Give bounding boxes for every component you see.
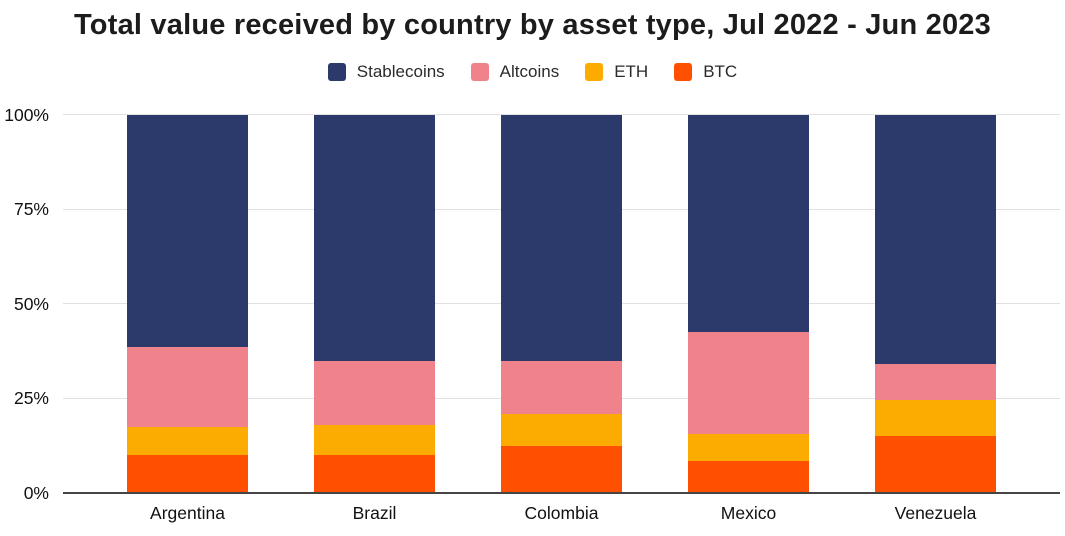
bar-segment-brazil-eth xyxy=(314,424,435,456)
bar-segment-mexico-btc xyxy=(688,460,809,493)
stacked-bar-mexico xyxy=(688,115,809,493)
bar-segment-brazil-stablecoins xyxy=(314,115,435,361)
bar-group-row xyxy=(94,115,1029,493)
legend-swatch-altcoins xyxy=(470,63,489,81)
stacked-bar-colombia xyxy=(501,115,622,493)
bar-segment-mexico-stablecoins xyxy=(688,115,809,333)
x-axis-label-colombia: Colombia xyxy=(524,503,599,523)
bar-slot-brazil xyxy=(281,115,468,493)
legend-item-stablecoins: Stablecoins xyxy=(327,62,445,82)
legend-item-eth: ETH xyxy=(585,62,648,82)
legend-label-altcoins: Altcoins xyxy=(499,62,560,81)
x-axis-label-brazil: Brazil xyxy=(352,503,397,523)
bar-segment-argentina-stablecoins xyxy=(127,115,248,348)
legend-swatch-btc xyxy=(674,63,693,81)
bar-segment-venezuela-eth xyxy=(875,400,996,437)
bar-segment-colombia-btc xyxy=(501,445,622,493)
legend: Stablecoins Altcoins ETH BTC xyxy=(0,62,1065,82)
legend-swatch-eth xyxy=(585,63,604,81)
x-axis-label-venezuela: Venezuela xyxy=(894,503,977,523)
bar-segment-colombia-stablecoins xyxy=(501,115,622,361)
chart-title: Total value received by country by asset… xyxy=(74,9,991,41)
bar-segment-venezuela-altcoins xyxy=(875,364,996,401)
bar-segment-mexico-eth xyxy=(688,434,809,461)
bar-segment-argentina-altcoins xyxy=(127,347,248,427)
bar-slot-venezuela xyxy=(842,115,1029,493)
x-axis-label-mexico: Mexico xyxy=(720,503,777,523)
y-tick-label-75: 75% xyxy=(13,198,49,219)
x-axis-labels: Argentina Brazil Colombia Mexico Venezuela xyxy=(94,503,1029,524)
grid-line-100 xyxy=(63,114,1060,115)
stacked-bar-brazil xyxy=(314,115,435,493)
stacked-bar-argentina xyxy=(127,115,248,493)
legend-item-altcoins: Altcoins xyxy=(470,62,560,82)
bar-segment-colombia-eth xyxy=(501,413,622,446)
bar-segment-venezuela-stablecoins xyxy=(875,115,996,365)
plot-area xyxy=(63,114,1060,494)
y-tick-label-50: 50% xyxy=(13,293,49,314)
bar-slot-argentina xyxy=(94,115,281,493)
bar-segment-brazil-altcoins xyxy=(314,360,435,425)
legend-item-btc: BTC xyxy=(674,62,737,82)
stacked-bar-venezuela xyxy=(875,115,996,493)
y-axis: 0% 25% 50% 75% 100% xyxy=(0,106,54,501)
y-tick-label-100: 100% xyxy=(4,104,49,125)
bar-segment-colombia-altcoins xyxy=(501,360,622,414)
y-tick-label-25: 25% xyxy=(13,387,49,408)
y-tick-label-0: 0% xyxy=(23,482,49,503)
x-axis-line xyxy=(63,492,1060,494)
legend-label-stablecoins: Stablecoins xyxy=(356,62,445,81)
bar-slot-colombia xyxy=(468,115,655,493)
legend-label-eth: ETH xyxy=(614,62,649,81)
legend-label-btc: BTC xyxy=(703,62,738,81)
legend-swatch-stablecoins xyxy=(327,63,346,81)
bar-segment-brazil-btc xyxy=(314,455,435,493)
bar-segment-argentina-eth xyxy=(127,426,248,456)
bar-slot-mexico xyxy=(655,115,842,493)
bar-segment-mexico-altcoins xyxy=(688,332,809,435)
x-axis-label-argentina: Argentina xyxy=(150,503,225,523)
bar-segment-argentina-btc xyxy=(127,455,248,493)
bar-segment-venezuela-btc xyxy=(875,436,996,493)
